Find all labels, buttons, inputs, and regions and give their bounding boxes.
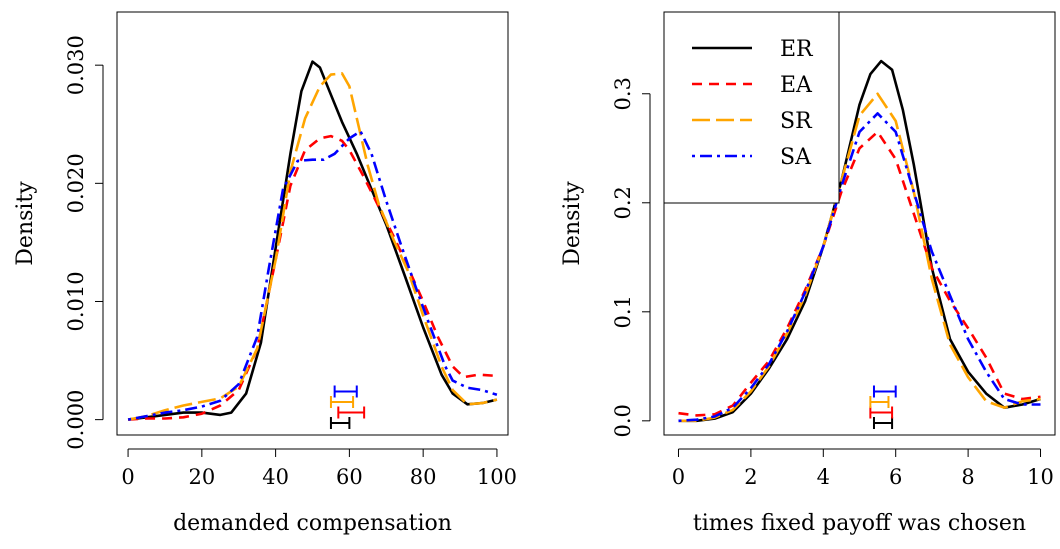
x-tick-label: 4 <box>817 465 830 489</box>
confidence-intervals <box>869 385 897 429</box>
x-tick-label: 60 <box>336 465 363 489</box>
x-tick-label: 100 <box>477 465 517 489</box>
legend-label-sr: SR <box>780 109 813 134</box>
series-line-sr <box>127 72 498 421</box>
series-line-sr <box>678 92 1041 423</box>
x-axis: 0 2 4 6 8 10 <box>672 448 1054 489</box>
x-tick-label: 20 <box>188 465 215 489</box>
density-curves <box>678 59 1041 423</box>
y-axis-title: Density <box>560 181 585 266</box>
interval-sr <box>869 396 890 408</box>
interval-sa <box>872 385 897 398</box>
series-line-er <box>127 60 498 421</box>
legend-label-sa: SA <box>780 145 812 170</box>
x-axis-title: demanded compensation <box>173 511 452 536</box>
y-tick-label: 0.3 <box>611 77 635 110</box>
x-tick-label: 10 <box>1027 465 1054 489</box>
interval-er <box>872 417 894 429</box>
plot-frame <box>663 11 1056 436</box>
confidence-intervals <box>329 385 366 429</box>
series-line-er <box>678 59 1041 423</box>
x-tick-label: 40 <box>262 465 289 489</box>
y-tick-label: 0.020 <box>64 153 88 213</box>
series-line-sa <box>678 112 1041 423</box>
y-tick-label: 0.000 <box>64 390 88 450</box>
x-tick-label: 8 <box>961 465 974 489</box>
interval-sr <box>329 396 355 408</box>
y-tick-label: 0.030 <box>64 35 88 95</box>
plot-frame <box>116 11 509 436</box>
legend-label-ea: EA <box>780 73 813 98</box>
legend-box <box>663 11 840 204</box>
legend-label-er: ER <box>780 37 814 62</box>
y-axis: 0.000 0.010 0.020 0.030 <box>64 35 104 450</box>
y-axis: 0.0 0.1 0.2 0.3 <box>611 77 651 438</box>
interval-ea <box>869 406 894 419</box>
series-line-ea <box>128 134 497 421</box>
interval-er <box>329 417 351 429</box>
x-tick-label: 2 <box>744 465 757 489</box>
y-tick-label: 0.2 <box>611 186 635 219</box>
x-axis-title: times fixed payoff was chosen <box>693 511 1026 536</box>
y-tick-label: 0.010 <box>64 271 88 331</box>
interval-ea <box>337 406 366 419</box>
y-axis-title: Density <box>13 181 38 266</box>
x-tick-label: 0 <box>672 465 685 489</box>
interval-sa <box>333 385 358 398</box>
legend: ER EA SR SA <box>663 11 840 204</box>
x-tick-label: 6 <box>889 465 902 489</box>
series-line-sa <box>127 130 498 421</box>
y-tick-label: 0.0 <box>611 404 635 437</box>
density-curves <box>127 60 498 421</box>
x-tick-label: 80 <box>410 465 437 489</box>
series-line-ea <box>678 130 1041 417</box>
y-tick-label: 0.1 <box>611 295 635 328</box>
x-tick-label: 0 <box>121 465 134 489</box>
x-axis: 0 20 40 60 80 100 <box>121 448 517 489</box>
